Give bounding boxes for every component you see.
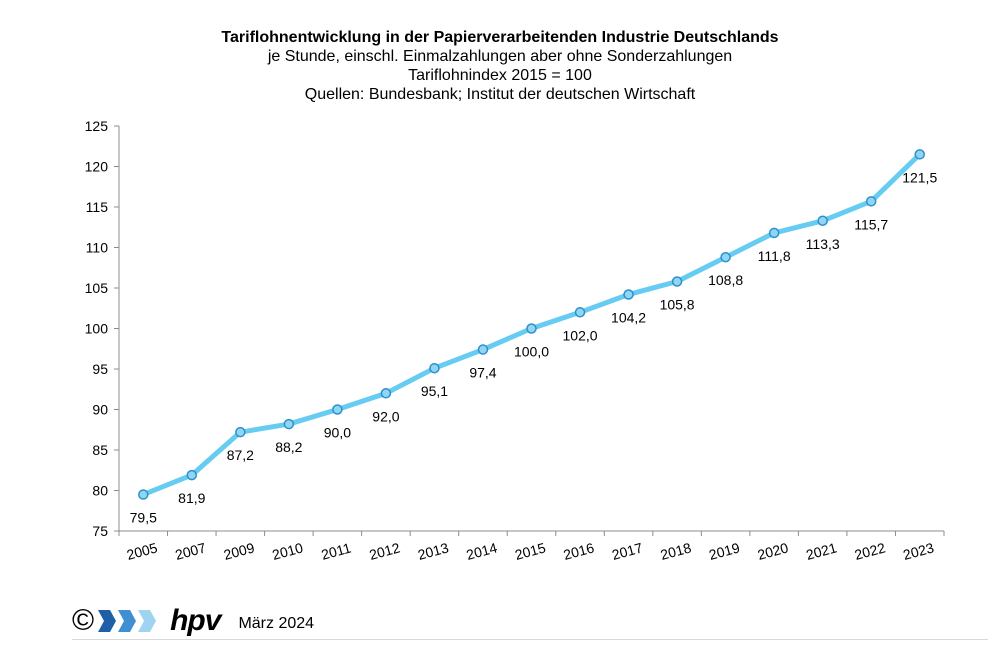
data-point (235, 426, 246, 438)
data-point (574, 307, 586, 318)
x-tick-label: 2010 (270, 539, 304, 563)
footer: © hpv März 2024 (72, 604, 314, 638)
data-label: 105,8 (660, 297, 695, 313)
data-label: 81,9 (178, 490, 205, 506)
data-label: 88,2 (275, 439, 302, 455)
data-point (720, 251, 731, 263)
data-label: 113,3 (806, 236, 840, 252)
data-label: 87,2 (227, 447, 254, 463)
y-tick-label: 105 (85, 280, 109, 296)
data-label: 115,7 (854, 216, 888, 232)
x-tick-label: 2022 (853, 539, 887, 563)
data-label: 90,0 (324, 425, 351, 441)
chart-subtitle-2: Tariflohnindex 2015 = 100 (408, 67, 592, 84)
data-point (526, 323, 537, 334)
data-label: 108,8 (708, 272, 743, 288)
x-tick-label: 2023 (901, 539, 935, 563)
y-tick-label: 80 (92, 483, 108, 499)
data-point (138, 489, 149, 500)
chart-titles: Tariflohnentwicklung in der Papierverarb… (0, 28, 1000, 104)
y-tick-label: 90 (92, 402, 108, 418)
data-point (623, 289, 634, 300)
x-tick-label: 2019 (707, 539, 741, 563)
footer-date: März 2024 (238, 615, 315, 632)
chart-subtitle-3: Quellen: Bundesbank; Institut der deutsc… (304, 86, 696, 103)
chart-title: Tariflohnentwicklung in der Papierverarb… (221, 29, 779, 46)
x-tick-label: 2017 (610, 539, 644, 563)
data-label: 95,1 (421, 383, 448, 399)
x-tick-label: 2007 (173, 539, 207, 563)
copyright-symbol: © (72, 604, 95, 637)
data-point (671, 276, 683, 287)
data-point (429, 362, 440, 374)
x-tick-label: 2005 (125, 539, 159, 563)
data-label: 111,8 (758, 248, 791, 264)
y-tick-label: 115 (86, 199, 109, 215)
footer-divider (72, 639, 988, 640)
chart-subtitle-1: je Stunde, einschl. Einmalzahlungen aber… (267, 48, 733, 65)
data-point (865, 196, 877, 207)
y-tick-label: 95 (92, 361, 108, 377)
y-tick-label: 110 (86, 240, 109, 256)
x-tick-label: 2012 (367, 539, 401, 563)
data-point (332, 404, 343, 415)
data-label: 104,2 (611, 309, 646, 325)
x-tick-label: 2009 (222, 539, 256, 563)
data-point (283, 418, 295, 430)
x-tick-label: 2020 (756, 539, 790, 563)
data-label: 97,4 (469, 365, 496, 381)
y-tick-label: 125 (85, 118, 109, 134)
line-chart: 75 80 85 90 95 100 105 110 115 120 125 2005 2007 2009… (85, 118, 945, 563)
hpv-logo-stripes-icon (98, 610, 157, 632)
y-tick-label: 75 (92, 523, 108, 539)
data-label: 121,5 (902, 169, 937, 185)
data-point (477, 344, 489, 355)
y-tick-label: 120 (85, 159, 109, 175)
x-tick-label: 2014 (465, 539, 499, 563)
x-tick-label: 2016 (562, 539, 596, 563)
data-point (186, 469, 198, 481)
data-label: 92,0 (372, 408, 399, 424)
y-tick-label: 100 (85, 321, 109, 337)
data-point (768, 227, 780, 239)
y-tick-label: 85 (92, 442, 108, 458)
data-point (914, 149, 925, 160)
x-tick-label: 2021 (804, 539, 838, 563)
x-tick-label: 2015 (513, 539, 547, 563)
data-point (817, 215, 828, 227)
data-label: 100,0 (514, 344, 549, 360)
x-tick-label: 2011 (319, 539, 352, 562)
data-point (380, 388, 392, 399)
data-label: 102,0 (563, 327, 598, 343)
data-label: 79,5 (130, 510, 157, 526)
x-tick-label: 2013 (416, 539, 450, 563)
hpv-logo-text: hpv (170, 604, 221, 637)
x-tick-label: 2018 (659, 539, 693, 563)
